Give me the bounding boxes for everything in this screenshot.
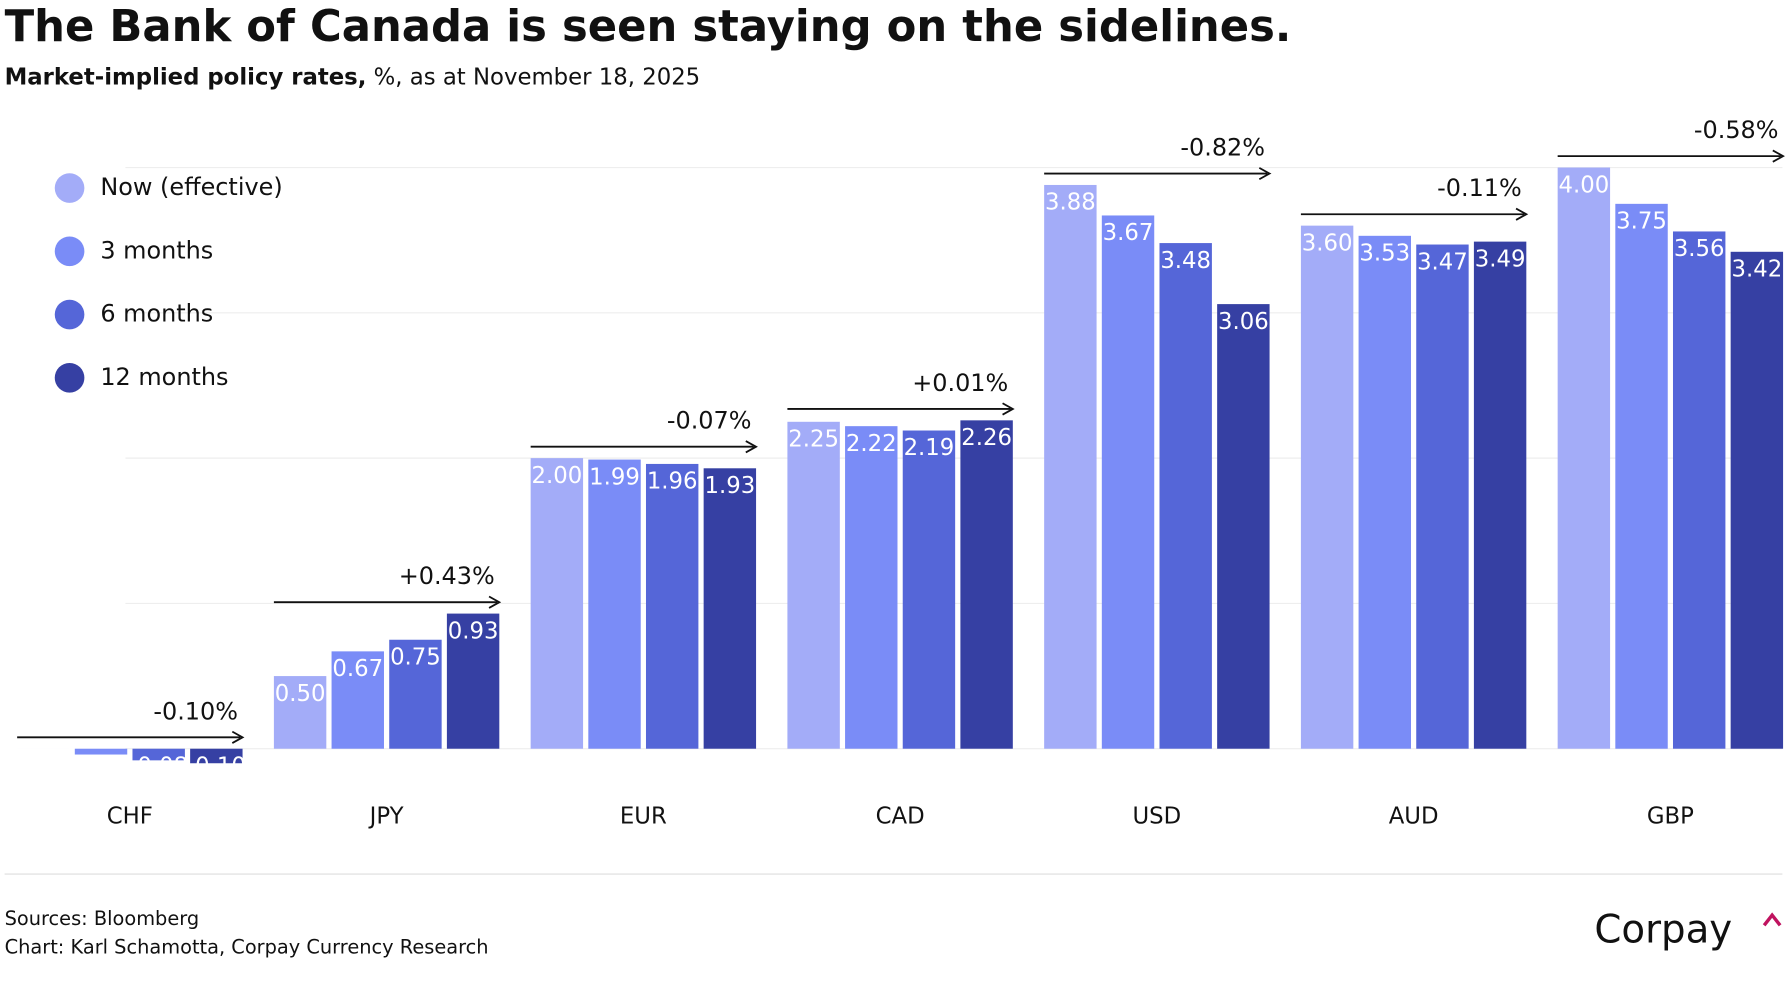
value-label: 3.53 xyxy=(1359,241,1410,267)
bar xyxy=(588,459,641,749)
x-tick-label: JPY xyxy=(368,804,404,830)
subtitle-rest: %, as at November 18, 2025 xyxy=(374,64,701,90)
bar xyxy=(1416,244,1469,749)
value-label: -0.10 xyxy=(187,753,246,779)
bar xyxy=(331,651,384,749)
bar xyxy=(1730,251,1784,749)
subtitle-bold: Market-implied policy rates, xyxy=(5,64,367,90)
value-label: 0.93 xyxy=(448,618,499,644)
bar xyxy=(1473,241,1527,749)
bar xyxy=(530,458,584,749)
value-label: 4.00 xyxy=(1559,172,1610,198)
legend-label: 6 months xyxy=(100,300,213,328)
bar xyxy=(446,613,500,749)
change-label: -0.07% xyxy=(667,407,752,435)
bar xyxy=(960,420,1013,749)
bar xyxy=(1159,243,1212,749)
change-label: -0.58% xyxy=(1694,116,1779,144)
legend-swatch xyxy=(54,236,85,267)
value-label: 0.00 xyxy=(18,753,69,779)
bar xyxy=(1217,304,1270,749)
legend-swatch xyxy=(54,299,85,330)
bar xyxy=(845,426,898,749)
bar xyxy=(787,421,840,749)
value-label: 0.75 xyxy=(390,644,441,670)
bar xyxy=(190,748,243,764)
change-label: -0.11% xyxy=(1437,174,1522,202)
arrow-head xyxy=(1258,167,1272,181)
value-label: 2.00 xyxy=(531,463,582,489)
chart-title: The Bank of Canada is seen staying on th… xyxy=(5,2,1292,52)
bar xyxy=(902,430,956,749)
legend-swatch xyxy=(54,362,85,393)
brand-caret xyxy=(1762,912,1782,927)
bar xyxy=(645,463,699,749)
value-label: 3.75 xyxy=(1616,209,1667,235)
bar xyxy=(273,676,327,749)
value-label: 2.25 xyxy=(788,427,839,453)
value-label: 2.19 xyxy=(904,435,955,461)
bar xyxy=(389,639,442,749)
value-label: 2.26 xyxy=(961,425,1012,451)
arrow-head xyxy=(1515,207,1529,221)
bar xyxy=(132,748,185,761)
bar xyxy=(1101,215,1155,749)
value-label: -0.08 xyxy=(129,753,188,779)
change-label: +0.43% xyxy=(399,562,495,590)
value-label: 0.50 xyxy=(275,681,326,707)
change-label: -0.82% xyxy=(1180,133,1265,161)
x-tick-label: EUR xyxy=(620,804,667,830)
bar xyxy=(74,748,128,755)
value-label: -0.04 xyxy=(72,753,131,779)
value-label: 3.42 xyxy=(1731,257,1782,283)
arrow-head xyxy=(1772,149,1785,163)
value-label: 1.96 xyxy=(647,469,698,495)
x-tick-label: USD xyxy=(1133,804,1182,830)
value-label: 3.06 xyxy=(1218,309,1269,335)
bar xyxy=(1672,231,1726,749)
value-label: 3.47 xyxy=(1417,249,1468,275)
change-label: -0.10% xyxy=(153,697,238,725)
value-label: 3.60 xyxy=(1302,230,1353,256)
value-label: 3.56 xyxy=(1674,236,1725,262)
arrow-head xyxy=(1002,402,1015,416)
brand-logo: Corpay xyxy=(1594,908,1732,953)
value-label: 3.88 xyxy=(1045,190,1096,216)
legend-label: 3 months xyxy=(100,236,213,264)
x-tick-label: CAD xyxy=(876,804,925,830)
change-label: +0.01% xyxy=(912,369,1008,397)
value-label: 1.99 xyxy=(589,464,640,490)
legend-label: 12 months xyxy=(100,363,228,391)
value-label: 3.49 xyxy=(1475,246,1526,272)
sources: Sources: Bloomberg xyxy=(5,907,200,930)
bar xyxy=(1615,203,1668,749)
value-label: 3.48 xyxy=(1160,248,1211,274)
value-label: 0.67 xyxy=(332,656,383,682)
bar xyxy=(1044,184,1097,749)
value-label: 1.93 xyxy=(704,473,755,499)
credit: Chart: Karl Schamotta, Corpay Currency R… xyxy=(5,936,489,959)
x-tick-label: AUD xyxy=(1389,804,1439,830)
arrow-head xyxy=(488,595,502,609)
arrow-head xyxy=(745,440,758,454)
legend-swatch xyxy=(54,173,85,203)
legend-label: Now (effective) xyxy=(100,173,282,201)
chart-subtitle: Market-implied policy rates, %, as at No… xyxy=(5,64,701,90)
bar xyxy=(1557,167,1611,749)
x-tick-label: CHF xyxy=(107,804,153,830)
bar xyxy=(703,468,757,749)
value-label: 3.67 xyxy=(1103,220,1154,246)
arrow-head xyxy=(231,730,245,744)
bar xyxy=(1300,225,1354,749)
x-tick-label: GBP xyxy=(1647,804,1694,830)
bar xyxy=(1358,235,1411,749)
value-label: 2.22 xyxy=(846,431,897,457)
